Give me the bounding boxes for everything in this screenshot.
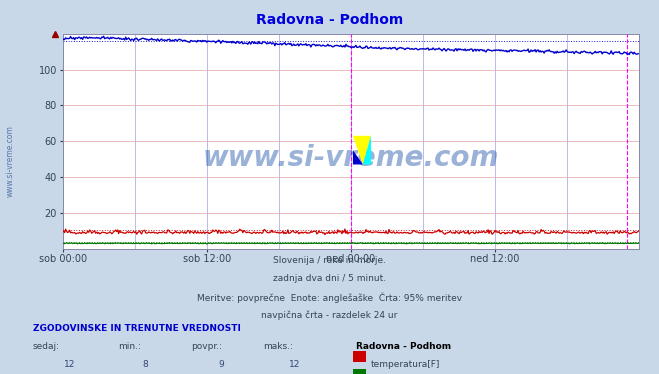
Text: Radovna - Podhom: Radovna - Podhom: [256, 13, 403, 27]
Text: min.:: min.:: [119, 342, 142, 351]
Text: 9: 9: [218, 360, 224, 369]
Text: Radovna - Podhom: Radovna - Podhom: [356, 342, 451, 351]
Text: navpična črta - razdelek 24 ur: navpična črta - razdelek 24 ur: [262, 310, 397, 319]
Text: Meritve: povprečne  Enote: anglešaške  Črta: 95% meritev: Meritve: povprečne Enote: anglešaške Črt…: [197, 292, 462, 303]
Text: sedaj:: sedaj:: [33, 342, 60, 351]
Text: 12: 12: [289, 360, 300, 369]
Text: temperatura[F]: temperatura[F]: [370, 360, 440, 369]
Text: ZGODOVINSKE IN TRENUTNE VREDNOSTI: ZGODOVINSKE IN TRENUTNE VREDNOSTI: [33, 324, 241, 332]
Text: www.si-vreme.com: www.si-vreme.com: [203, 144, 499, 172]
Text: www.si-vreme.com: www.si-vreme.com: [5, 125, 14, 197]
Text: zadnja dva dni / 5 minut.: zadnja dva dni / 5 minut.: [273, 274, 386, 283]
Text: povpr.:: povpr.:: [191, 342, 222, 351]
Text: maks.:: maks.:: [264, 342, 293, 351]
Polygon shape: [353, 136, 371, 165]
Polygon shape: [353, 150, 363, 165]
Text: 12: 12: [65, 360, 76, 369]
Polygon shape: [363, 136, 371, 165]
Text: Slovenija / reke in morje.: Slovenija / reke in morje.: [273, 256, 386, 265]
Text: 8: 8: [142, 360, 148, 369]
